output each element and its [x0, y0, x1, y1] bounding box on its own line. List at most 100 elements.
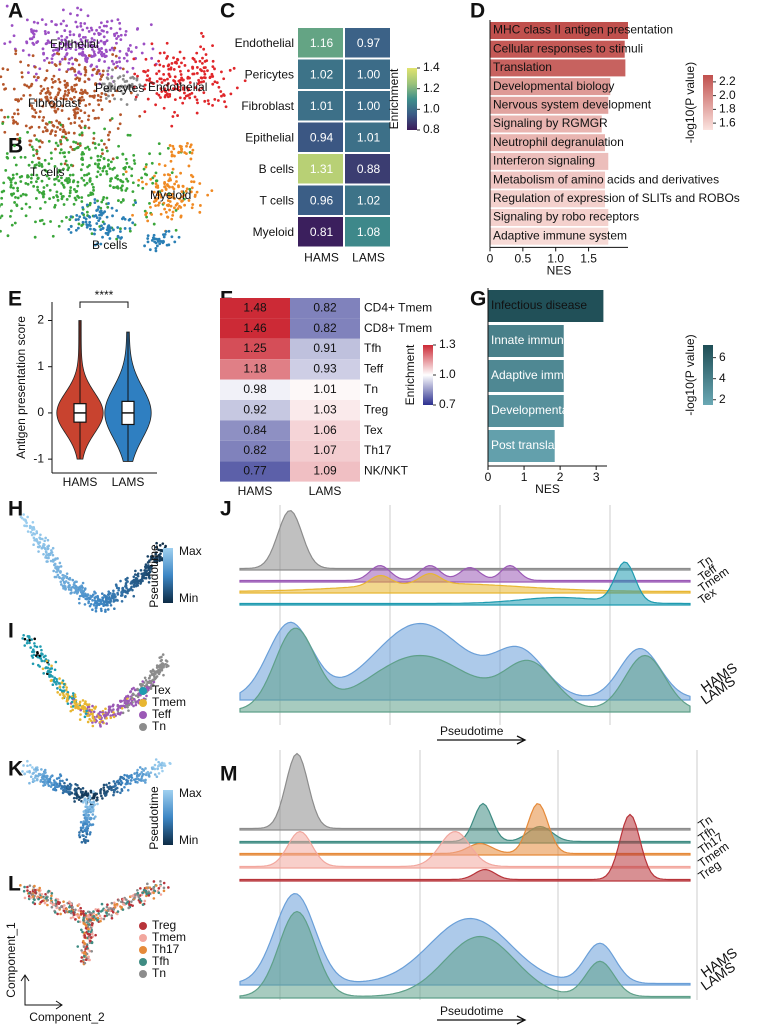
trajectory-dot — [86, 593, 90, 596]
axis-arrow — [437, 735, 527, 745]
trajectory-dot — [62, 587, 65, 590]
trajectory-dot — [159, 880, 162, 883]
umap-dot — [162, 78, 166, 82]
trajectory-dot — [61, 779, 64, 783]
trajectory-dot — [55, 777, 59, 780]
trajectory-dot — [94, 815, 97, 818]
trajectory-dot — [113, 607, 116, 611]
colorbar — [163, 790, 173, 845]
trajectory-dot — [39, 533, 42, 537]
trajectory-dot — [64, 580, 68, 583]
umap-dot — [89, 26, 93, 30]
umap-dot — [102, 24, 106, 28]
umap-dot — [52, 49, 55, 52]
umap-dot — [23, 156, 27, 159]
trajectory-dot — [160, 667, 164, 671]
umap-dot — [167, 179, 171, 183]
umap-dot — [162, 72, 166, 76]
umap-dot — [35, 152, 39, 156]
trajectory-dot — [141, 891, 145, 895]
trajectory-dot — [29, 646, 32, 649]
umap-dot — [87, 114, 91, 118]
umap-dot — [60, 195, 64, 198]
umap-dot — [123, 88, 127, 92]
umap-dot — [75, 13, 79, 17]
umap-dot — [71, 173, 75, 177]
trajectory-dot — [124, 782, 128, 786]
umap-dot — [35, 173, 39, 177]
umap-dot — [34, 111, 38, 115]
umap-dot — [77, 70, 81, 74]
umap-dot — [79, 109, 83, 113]
umap-dot — [9, 209, 13, 213]
trajectory-dot — [110, 916, 114, 920]
trajectory-dot — [79, 828, 83, 832]
umap-dot — [37, 115, 41, 119]
umap-dot — [106, 205, 110, 209]
trajectory-dot — [82, 945, 86, 949]
umap-dot — [78, 215, 82, 219]
trajectory-dot — [132, 580, 135, 584]
umap-dot — [121, 67, 125, 71]
umap-dot — [1, 82, 5, 86]
umap-dot — [15, 137, 19, 141]
umap-dot — [59, 162, 63, 166]
trajectory-dot — [109, 603, 113, 607]
umap-dot — [65, 163, 69, 167]
trajectory-dot — [85, 945, 89, 948]
umap-dot — [98, 72, 102, 76]
umap-dot — [107, 138, 111, 142]
bar-label: MHC class II antigen presentation — [493, 23, 673, 37]
trajectory-dot — [50, 892, 54, 895]
trajectory-dot — [86, 792, 90, 795]
trajectory-dot — [69, 916, 73, 920]
umap-dot — [32, 29, 36, 33]
trajectory-dot — [84, 805, 87, 809]
umap-dot — [159, 195, 163, 199]
trajectory-dot — [80, 956, 84, 959]
trajectory-dot — [142, 779, 145, 782]
trajectory-dot — [78, 702, 81, 706]
trajectory-dot — [87, 820, 91, 824]
umap-dot — [105, 24, 108, 28]
umap-dot — [60, 181, 64, 185]
umap-dot — [12, 186, 15, 190]
umap-dot — [98, 82, 102, 86]
umap-dot — [78, 116, 81, 120]
umap-dot — [149, 23, 153, 27]
umap-dot — [85, 203, 89, 207]
trajectory-dot — [82, 813, 86, 817]
umap-dot — [200, 80, 203, 84]
trajectory-dot — [88, 949, 92, 953]
cell-label: 1.00 — [357, 67, 381, 81]
trajectory-dot — [78, 831, 81, 834]
umap-dot — [37, 76, 40, 79]
umap-dot — [85, 91, 89, 95]
trajectory-dot — [133, 688, 137, 692]
trajectory-dot — [132, 585, 136, 588]
density-ridge — [239, 561, 691, 606]
trajectory-dot — [28, 524, 32, 528]
trajectory-dot — [125, 898, 128, 901]
umap-dot — [95, 222, 99, 225]
umap-dot — [47, 162, 51, 166]
umap-dot — [50, 77, 54, 81]
umap-dot — [78, 77, 82, 81]
trajectory-dot — [91, 599, 94, 602]
legend-label: Tex — [152, 683, 171, 697]
heatmap-cell — [220, 338, 290, 360]
umap-dot — [143, 110, 147, 114]
trajectory-dot — [34, 891, 37, 894]
umap-dot — [79, 22, 83, 25]
heatmap-cell — [220, 298, 290, 319]
umap-dot — [79, 38, 83, 41]
trajectory-dot — [20, 516, 24, 520]
legend-dot — [139, 922, 147, 930]
trajectory-dot — [133, 778, 136, 781]
umap-dot — [68, 191, 72, 195]
trajectory-dot — [88, 833, 92, 836]
umap-dot — [202, 47, 206, 51]
umap-dot — [200, 61, 204, 65]
umap-dot — [8, 178, 12, 182]
trajectory-dot — [59, 688, 62, 692]
